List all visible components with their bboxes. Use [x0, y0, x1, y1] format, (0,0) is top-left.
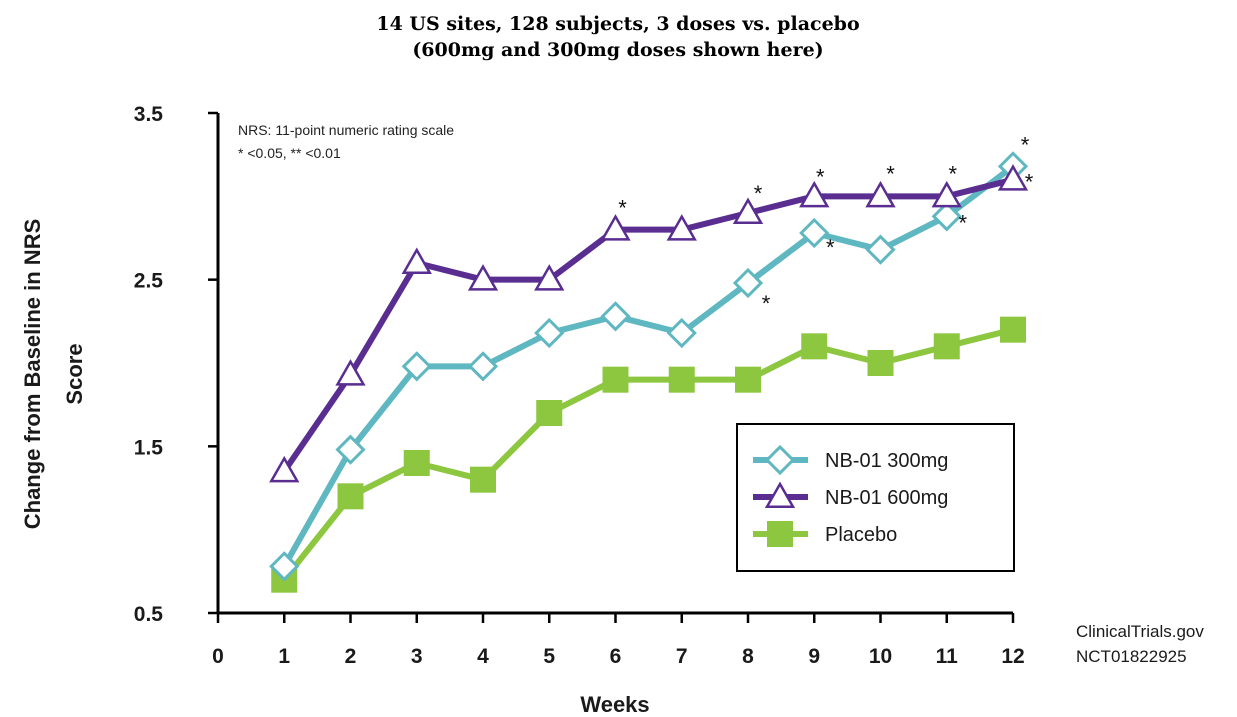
x-tick-label: 2: [345, 645, 357, 668]
x-axis-label: Weeks: [580, 692, 649, 717]
significance-star: *: [1025, 170, 1034, 195]
significance-star: *: [948, 161, 957, 186]
data-point: [931, 201, 962, 232]
significance-star: *: [762, 291, 771, 316]
source-line-1: ClinicalTrials.gov: [1076, 622, 1204, 641]
chart-note-significance: * <0.05, ** <0.01: [238, 145, 341, 161]
x-tick-label: 9: [808, 645, 820, 668]
x-tick-label: 5: [543, 645, 555, 668]
series-layer: ******* * * *: [269, 132, 1034, 593]
series-square: [271, 316, 1026, 593]
data-point: [997, 164, 1029, 191]
data-point: [865, 180, 896, 208]
data-point: [666, 214, 697, 241]
data-point: [801, 333, 828, 360]
data-point: [600, 214, 631, 241]
data-point: [1000, 316, 1026, 343]
series-line: [281, 163, 1015, 568]
x-tick-label: 11: [936, 645, 959, 668]
x-tick-label: 10: [869, 645, 892, 668]
x-tick-label: 8: [742, 645, 754, 668]
data-point: [602, 366, 629, 393]
legend-swatch-marker: [764, 481, 796, 508]
x-tick-label: 3: [411, 645, 423, 668]
data-point: [403, 450, 430, 476]
data-point: [799, 217, 830, 249]
data-point: [269, 551, 300, 582]
x-tick-label: 6: [610, 645, 622, 668]
data-point: [732, 197, 764, 224]
legend-swatch-marker: [767, 521, 793, 547]
series-line: [281, 176, 1014, 474]
data-point: [269, 455, 300, 483]
y-tick-label: 3.5: [134, 103, 164, 126]
data-point: [735, 366, 761, 393]
chart-title-line-1: 14 US sites, 128 subjects, 3 doses vs. p…: [376, 13, 859, 35]
legend-label: NB-01 600mg: [825, 487, 948, 509]
chart-ticks: 0 1 2 3 4 5 6 7 8 9 10 11 120.51.52.53.5: [134, 103, 1025, 668]
data-point: [534, 317, 565, 349]
significance-star: *: [1021, 132, 1030, 157]
x-tick-label: 4: [477, 645, 489, 668]
data-point: [401, 247, 432, 274]
x-tick-label: 0: [212, 645, 224, 668]
chart-note-scale: NRS: 11-point numeric rating scale: [238, 122, 454, 138]
chart-title-line-2: (600mg and 300mg doses shown here): [412, 39, 823, 61]
x-tick-label: 12: [1001, 645, 1024, 668]
data-point: [865, 234, 896, 265]
data-point: [600, 301, 631, 332]
data-point: [337, 483, 364, 510]
data-point: [335, 359, 366, 386]
data-point: [467, 351, 499, 382]
significance-star: *: [816, 164, 825, 189]
y-tick-label: 1.5: [134, 436, 164, 459]
data-point: [536, 400, 563, 426]
data-point: [401, 351, 432, 382]
significance-star: *: [886, 161, 895, 186]
data-point: [668, 366, 695, 393]
series-triangle: [269, 164, 1029, 483]
y-axis-label-line-2: Score: [62, 343, 87, 404]
data-point: [732, 267, 764, 299]
y-axis-label-line-1: Change from Baseline in NRS: [20, 219, 45, 530]
x-tick-label: 7: [676, 645, 688, 668]
y-tick-label: 0.5: [134, 603, 164, 626]
data-point: [867, 350, 894, 376]
significance-star: *: [826, 235, 835, 260]
data-point: [534, 264, 565, 291]
data-point: [933, 333, 960, 360]
legend-swatch-marker: [764, 444, 796, 476]
data-point: [467, 264, 499, 291]
legend: NB-01 300mg NB-01 600mg Placebo: [736, 423, 1015, 572]
data-point: [470, 466, 496, 493]
data-point: [799, 180, 830, 208]
significance-star: *: [618, 196, 627, 221]
data-point: [666, 317, 697, 349]
series-diamond: [269, 151, 1029, 582]
source-line-2: NCT01822925: [1076, 647, 1187, 666]
legend-label: Placebo: [825, 524, 897, 546]
significance-star: *: [958, 210, 967, 235]
y-tick-label: 2.5: [134, 270, 164, 293]
x-tick-label: 1: [278, 645, 290, 668]
legend-label: NB-01 300mg: [825, 450, 948, 472]
significance-star: *: [754, 181, 763, 206]
data-point: [931, 180, 962, 208]
data-point: [335, 434, 366, 465]
